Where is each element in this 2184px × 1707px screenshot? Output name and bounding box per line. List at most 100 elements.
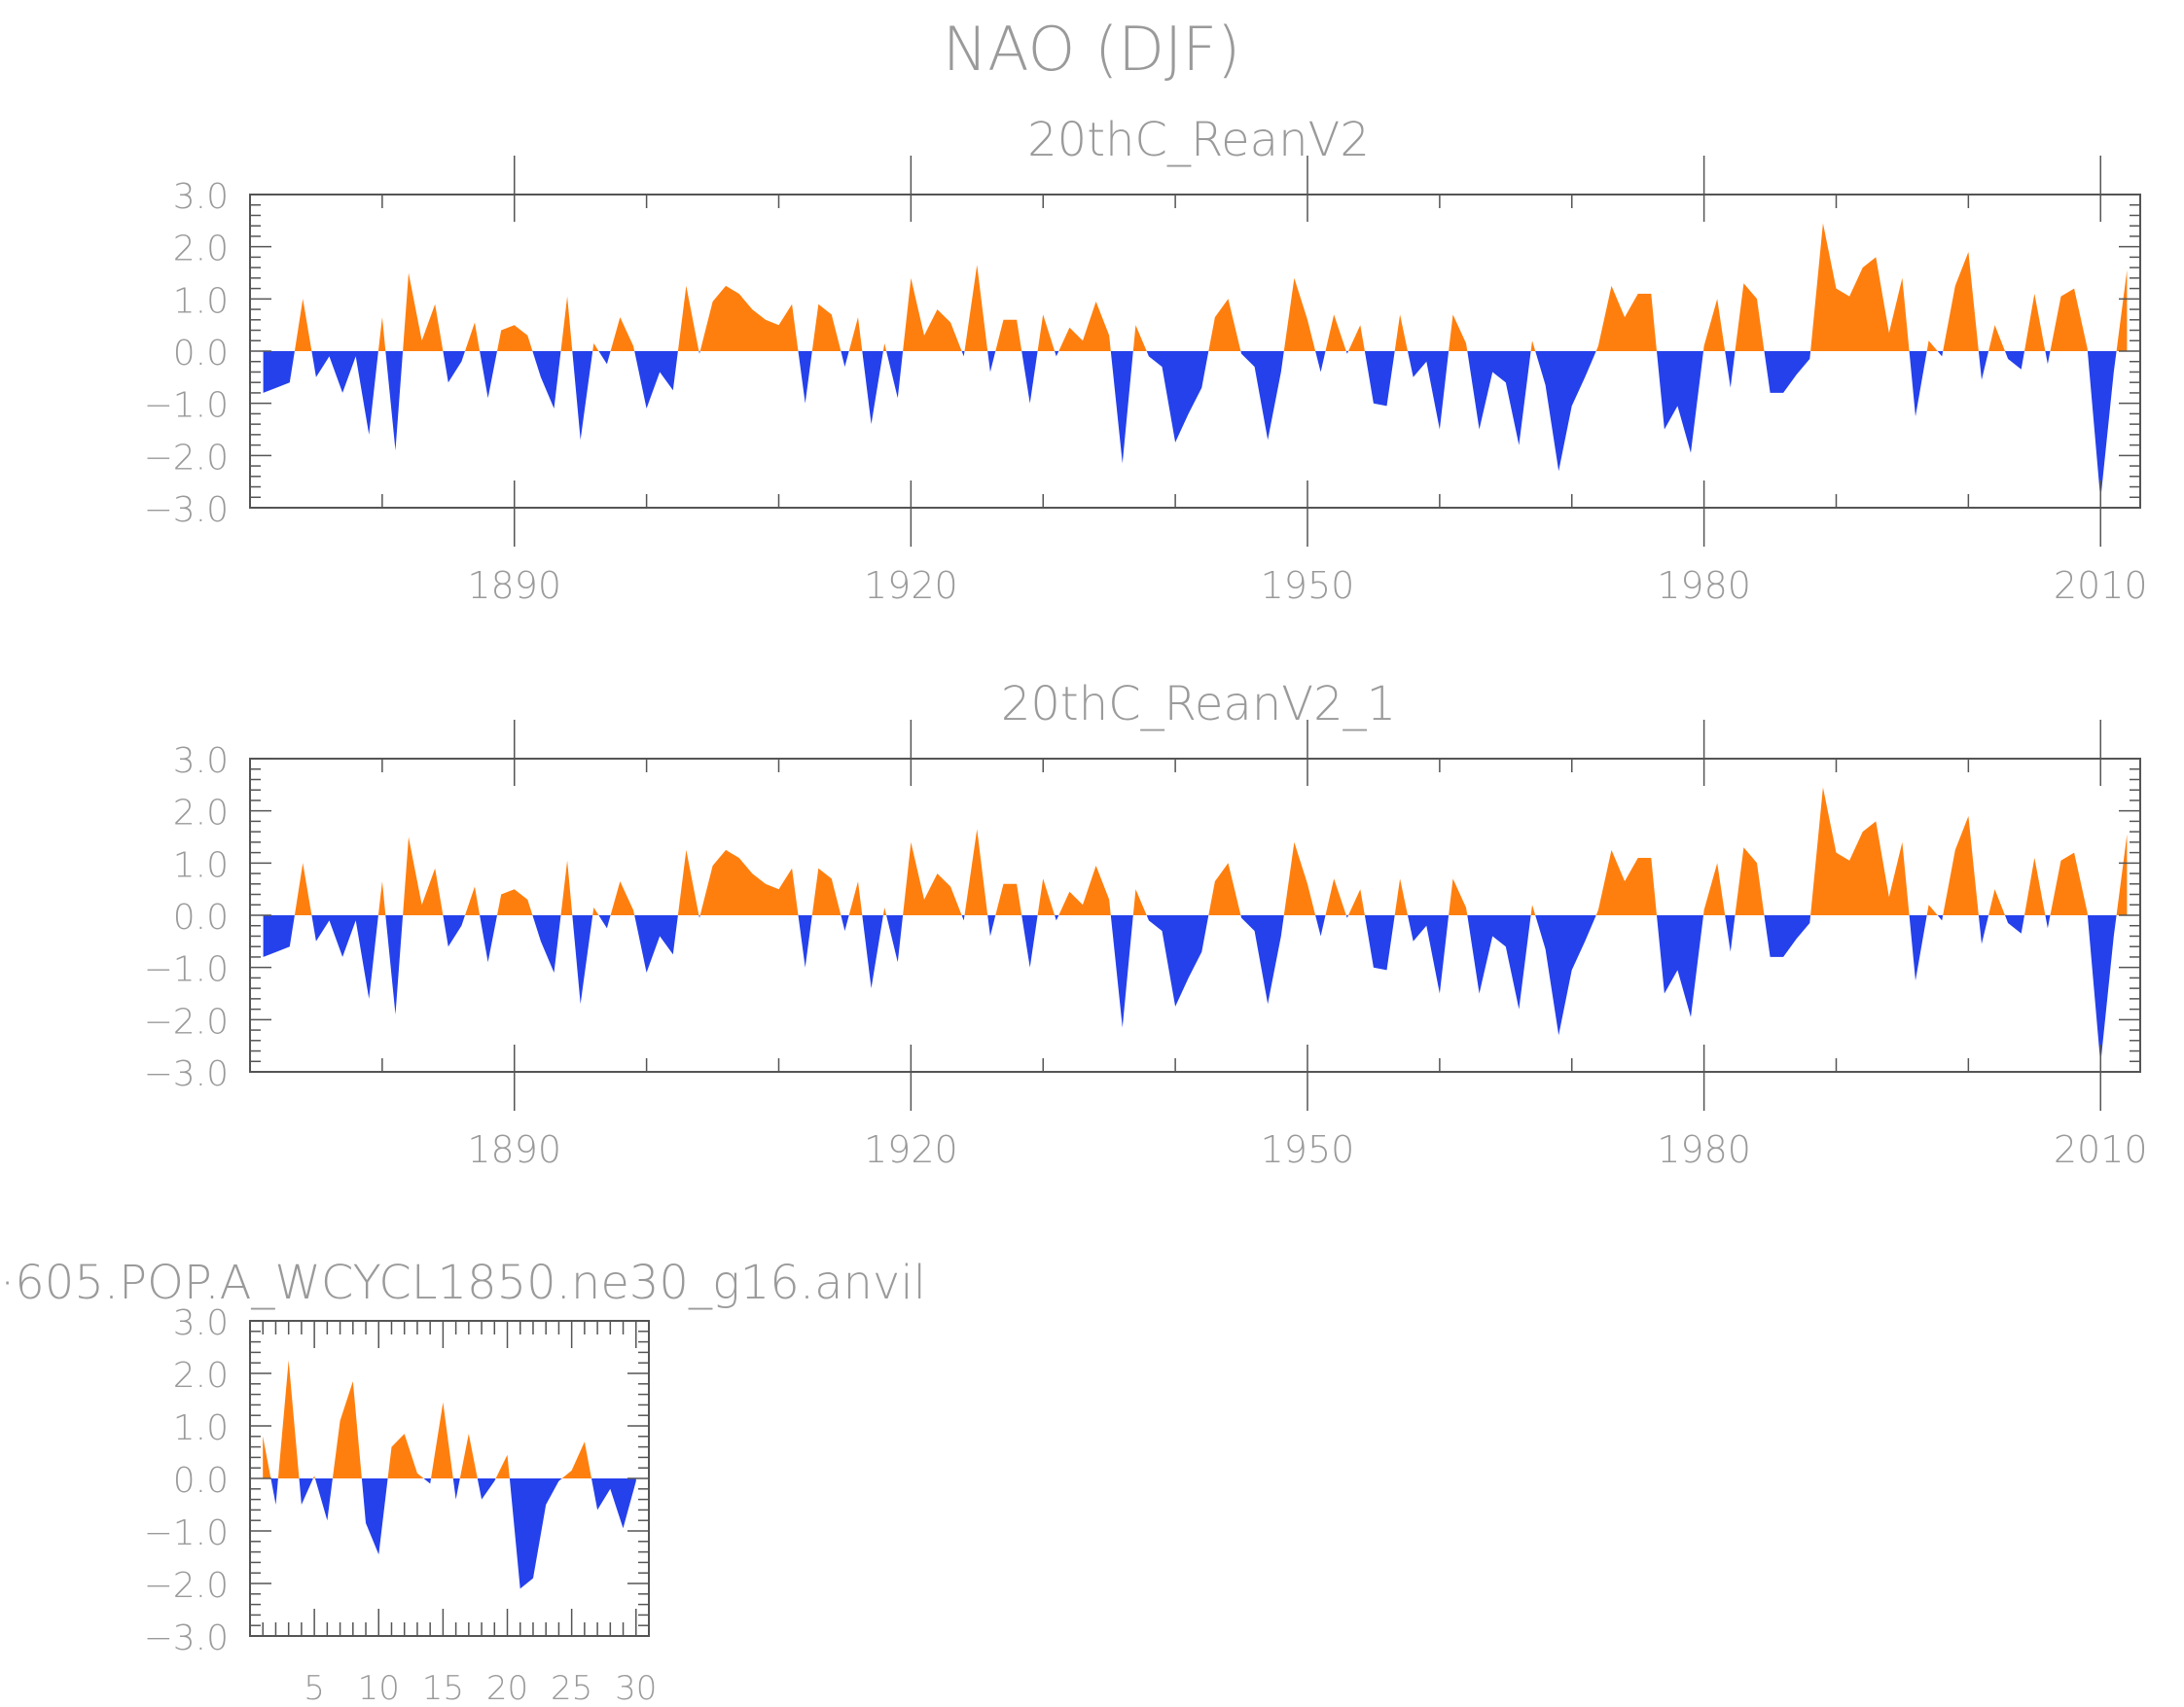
negative-anomaly-area bbox=[1725, 915, 1736, 952]
y-tick-label: 0.0 bbox=[173, 898, 229, 938]
positive-anomaly-area bbox=[1037, 314, 1056, 351]
negative-anomaly-area bbox=[2087, 915, 2117, 1064]
negative-anomaly-area bbox=[1467, 351, 1531, 445]
negative-anomaly-area bbox=[1408, 915, 1450, 994]
positive-anomaly-area bbox=[1325, 878, 1346, 915]
negative-anomaly-area bbox=[477, 1478, 496, 1500]
positive-anomaly-area bbox=[495, 1454, 510, 1478]
negative-anomaly-area bbox=[1909, 351, 1927, 417]
negative-anomaly-area bbox=[385, 915, 404, 1014]
positive-anomaly-area bbox=[1449, 878, 1468, 915]
positive-anomaly-area bbox=[610, 317, 635, 351]
positive-anomaly-area bbox=[1735, 847, 1765, 915]
figure-title: NAO (DJF) bbox=[943, 14, 1240, 85]
positive-anomaly-area bbox=[1530, 340, 1536, 351]
positive-anomaly-area bbox=[1943, 816, 1979, 915]
x-tick-label: 1980 bbox=[1657, 564, 1751, 607]
positive-anomaly-area bbox=[1283, 277, 1316, 351]
negative-anomaly-area bbox=[1021, 915, 1038, 968]
y-tick-label: 3.0 bbox=[173, 177, 229, 217]
positive-anomaly-area bbox=[699, 285, 799, 351]
negative-anomaly-area bbox=[886, 915, 904, 963]
negative-anomaly-area bbox=[798, 915, 812, 968]
negative-anomaly-area bbox=[532, 915, 561, 973]
negative-anomaly-area bbox=[1937, 915, 1944, 921]
negative-anomaly-area bbox=[961, 915, 965, 921]
negative-anomaly-area bbox=[361, 1478, 388, 1555]
positive-anomaly-area bbox=[1810, 223, 1910, 351]
negative-anomaly-area bbox=[572, 915, 593, 1005]
negative-anomaly-area bbox=[1764, 351, 1811, 393]
positive-anomaly-area bbox=[277, 1360, 300, 1478]
positive-anomaly-area bbox=[1988, 325, 2005, 351]
negative-anomaly-area bbox=[1657, 351, 1703, 453]
positive-anomaly-area bbox=[1449, 314, 1468, 351]
positive-anomaly-area bbox=[1703, 299, 1726, 351]
negative-anomaly-area bbox=[1364, 351, 1395, 407]
positive-anomaly-area bbox=[2024, 294, 2046, 351]
y-tick-label: −1.0 bbox=[144, 950, 229, 990]
negative-anomaly-area bbox=[841, 915, 849, 932]
negative-anomaly-area bbox=[1315, 915, 1326, 937]
negative-anomaly-area bbox=[1978, 915, 1989, 944]
negative-anomaly-area bbox=[2005, 351, 2024, 370]
positive-anomaly-area bbox=[560, 860, 573, 915]
positive-anomaly-area bbox=[497, 325, 533, 351]
positive-anomaly-area bbox=[459, 1434, 478, 1478]
negative-anomaly-area bbox=[698, 351, 700, 354]
positive-anomaly-area bbox=[1735, 283, 1765, 351]
negative-anomaly-area bbox=[1535, 351, 1596, 472]
negative-anomaly-area bbox=[1345, 915, 1348, 918]
negative-anomaly-area bbox=[1657, 915, 1703, 1017]
positive-anomaly-area bbox=[1394, 314, 1408, 351]
negative-anomaly-area bbox=[862, 915, 883, 989]
negative-anomaly-area bbox=[2045, 351, 2051, 365]
negative-anomaly-area bbox=[841, 351, 849, 368]
positive-anomaly-area bbox=[1037, 878, 1056, 915]
positive-anomaly-area bbox=[1926, 340, 1938, 351]
negative-anomaly-area bbox=[572, 351, 593, 441]
positive-anomaly-area bbox=[1132, 889, 1147, 915]
x-tick-label: 25 bbox=[551, 1669, 592, 1707]
positive-anomaly-area bbox=[332, 1381, 362, 1478]
negative-anomaly-area bbox=[698, 915, 700, 918]
x-tick-label: 1890 bbox=[467, 1128, 561, 1171]
positive-anomaly-area bbox=[592, 907, 599, 915]
negative-anomaly-area bbox=[598, 351, 611, 365]
negative-anomaly-area bbox=[2087, 351, 2117, 500]
negative-anomaly-area bbox=[1055, 915, 1059, 921]
x-tick-label: 1950 bbox=[1261, 1128, 1355, 1171]
negative-anomaly-area bbox=[314, 1478, 333, 1521]
panel-20thc-reanv2: 20thC_ReanV2 3.0 2.0 1.0 0.0 −1.0 −2.0 −3.0 189… bbox=[144, 113, 2148, 607]
positive-anomaly-area bbox=[294, 299, 312, 351]
positive-anomaly-area bbox=[2116, 834, 2128, 915]
x-tick-label: 2010 bbox=[2054, 1128, 2148, 1171]
negative-anomaly-area bbox=[598, 915, 611, 929]
negative-anomaly-area bbox=[311, 915, 378, 999]
positive-anomaly-area bbox=[811, 868, 841, 915]
positive-anomaly-area bbox=[677, 849, 699, 915]
negative-anomaly-area bbox=[1535, 915, 1596, 1036]
x-tick-label: 1920 bbox=[864, 564, 958, 607]
x-tick-label: 1890 bbox=[467, 564, 561, 607]
positive-anomaly-area bbox=[1394, 878, 1408, 915]
positive-anomaly-area bbox=[377, 317, 386, 351]
positive-anomaly-area bbox=[964, 829, 988, 915]
positive-anomaly-area bbox=[1058, 302, 1111, 351]
positive-anomaly-area bbox=[263, 1436, 271, 1478]
x-tick-label: 1920 bbox=[864, 1128, 958, 1171]
positive-anomaly-area bbox=[1943, 252, 1979, 351]
y-tick-label: −1.0 bbox=[144, 1513, 229, 1553]
positive-anomaly-area bbox=[882, 907, 887, 915]
positive-anomaly-area bbox=[294, 863, 312, 915]
negative-anomaly-area bbox=[299, 1478, 313, 1505]
y-tick-label: 0.0 bbox=[173, 1461, 229, 1501]
negative-anomaly-area bbox=[1978, 351, 1989, 380]
negative-anomaly-area bbox=[2045, 915, 2051, 929]
positive-anomaly-area bbox=[1988, 889, 2005, 915]
positive-anomaly-area bbox=[497, 889, 533, 915]
negative-anomaly-area bbox=[1909, 915, 1927, 981]
positive-anomaly-area bbox=[1530, 905, 1536, 915]
positive-anomaly-area bbox=[811, 303, 841, 351]
x-tick-label: 5 bbox=[304, 1669, 325, 1707]
